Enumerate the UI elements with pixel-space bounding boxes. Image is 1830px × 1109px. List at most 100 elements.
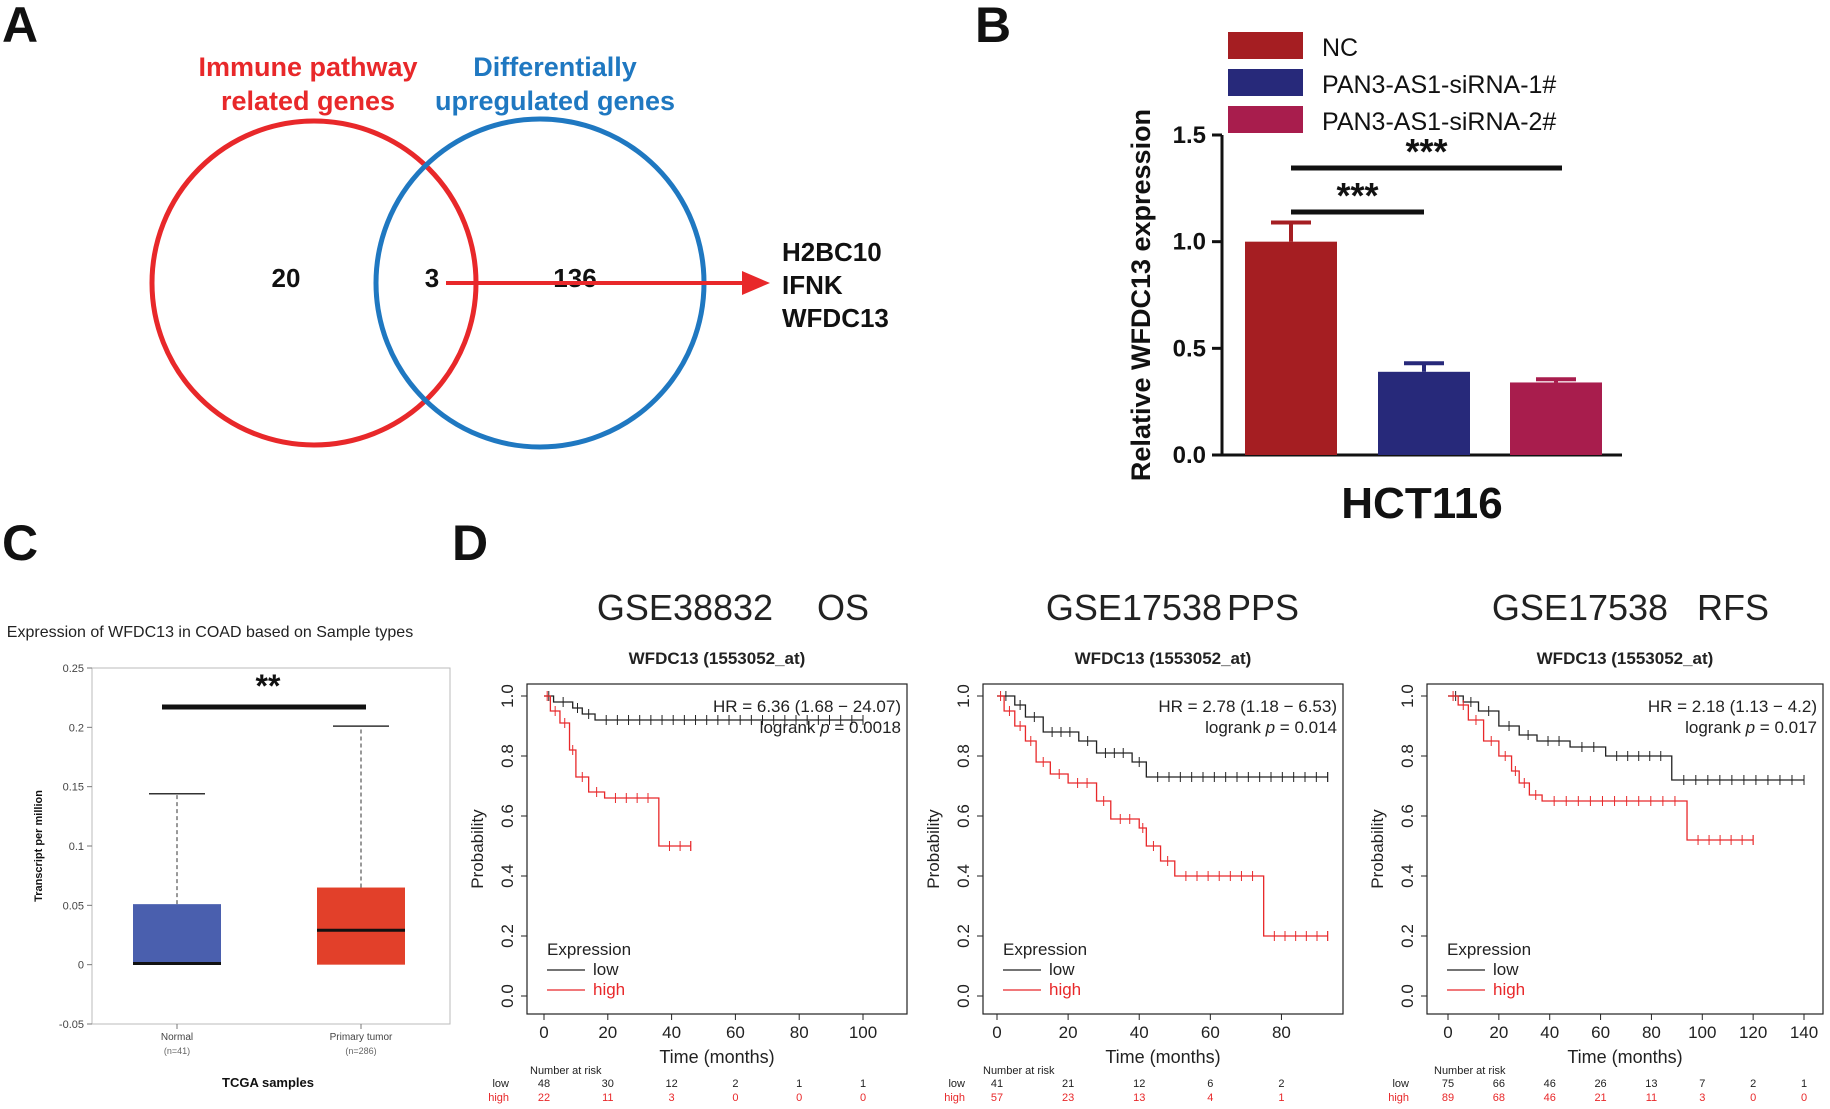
significance-label: *** [1336,175,1378,216]
y-tick-label: 0.0 [1173,442,1206,469]
risk-count-low: 1 [1801,1078,1807,1090]
km-dataset-heading: GSE17538 [1492,587,1668,628]
venn-left-only-count: 20 [272,263,301,293]
y-tick-label: 0.0 [1398,984,1417,1008]
gene-label-3: WFDC13 [782,303,889,333]
y-tick-label: 0.6 [1398,804,1417,828]
risk-count-low: 21 [1062,1078,1074,1090]
bar-nc [1245,241,1337,455]
risk-row-label-high: high [1388,1092,1409,1104]
gene-label-1: H2BC10 [782,237,882,267]
x-tick-label: 0 [539,1023,548,1042]
panel-label-c: C [2,515,38,571]
x-axis-label: Time (months) [1567,1047,1682,1067]
venn-right-title-line1: Differentially [473,52,637,82]
group-n-label: (n=286) [345,1046,376,1056]
x-tick-label: 20 [1489,1023,1508,1042]
x-tick-label: 100 [1688,1023,1716,1042]
x-tick-label: 80 [1272,1023,1291,1042]
x-tick-label: Normal [161,1032,193,1043]
plot-frame [526,683,908,1015]
x-axis-label: Time (months) [1105,1047,1220,1067]
risk-row-label-low: low [1392,1078,1409,1090]
risk-count-high: 23 [1062,1092,1074,1104]
x-tick-label: 60 [1591,1023,1610,1042]
y-tick-label: 1.5 [1173,122,1206,149]
risk-count-low: 13 [1645,1078,1657,1090]
risk-count-high: 0 [1801,1092,1807,1104]
venn-left-title-line2: related genes [221,86,395,116]
y-tick-label: 0.0 [498,984,517,1008]
venn-overlap-count: 3 [425,263,439,293]
y-tick-label: 0.1 [69,841,84,853]
significance-label: *** [1405,131,1447,172]
significance-label: ** [256,668,281,704]
legend-label-pan3-as1-sirna-1: PAN3-AS1-siRNA-1# [1322,71,1556,99]
risk-row-label-low: low [948,1078,965,1090]
venn-arrow [446,271,770,295]
hazard-ratio-text: HR = 2.18 (1.13 − 4.2) [1648,697,1817,716]
x-tick-label: 40 [1130,1023,1149,1042]
risk-count-high: 4 [1207,1092,1213,1104]
hazard-ratio-text: HR = 6.36 (1.68 − 24.07) [713,697,901,716]
y-tick-label: 0.2 [1398,924,1417,948]
y-tick-label: 0.5 [1173,335,1206,362]
y-tick-label: 0.2 [954,924,973,948]
logrank-text: logrank p = 0.014 [1205,718,1337,737]
x-tick-label: 140 [1790,1023,1818,1042]
venn-left-title-line1: Immune pathway [198,52,417,82]
risk-count-low: 46 [1544,1078,1556,1090]
km-dataset-heading: GSE17538 [1046,587,1222,628]
y-tick-label: 0.8 [1398,744,1417,768]
y-tick-label: -0.05 [59,1019,84,1031]
y-tick-label: 0.15 [63,782,84,794]
risk-count-low: 66 [1493,1078,1505,1090]
y-tick-label: 0.8 [498,744,517,768]
km-legend-label-high: high [1049,980,1081,999]
km-probe-title: WFDC13 (1553052_at) [629,649,806,668]
y-axis-label: Transcript per million [33,790,45,902]
y-tick-label: 0.4 [498,864,517,888]
risk-count-high: 11 [1646,1092,1657,1104]
y-tick-label: 0.0 [954,984,973,1008]
km-legend-label-low: low [593,960,619,979]
venn-right-title-line2: upregulated genes [435,86,675,116]
y-tick-label: 0.6 [954,804,973,828]
km-legend-title: Expression [1003,940,1087,959]
km-plot-gse17538-pps: GSE17538 PPS WFDC13 (1553052_at) 0.0 0.2 0.4 0… [924,587,1344,1104]
x-tick-label: 40 [662,1023,681,1042]
y-tick-label: 1.0 [498,684,517,708]
y-tick-label: 1.0 [954,684,973,708]
km-probe-title: WFDC13 (1553052_at) [1075,649,1252,668]
plot-frame [982,683,1344,1015]
risk-count-low: 75 [1442,1078,1454,1090]
x-axis-label: HCT116 [1341,479,1502,528]
risk-count-high: 13 [1133,1092,1145,1104]
bar-chart-hct116: NC PAN3-AS1-siRNA-1# PAN3-AS1-siRNA-2# 0.0 0… [1126,32,1622,528]
group-n-label: (n=41) [164,1046,190,1056]
venn-right-only-count: 136 [553,263,596,293]
risk-count-low: 12 [665,1078,677,1090]
x-tick-label: 60 [1201,1023,1220,1042]
hazard-ratio-text: HR = 2.78 (1.18 − 6.53) [1158,697,1337,716]
risk-count-high: 0 [796,1092,802,1104]
panel-label-d: D [452,515,488,571]
y-tick-label: 0.6 [498,804,517,828]
risk-count-high: 3 [669,1092,675,1104]
risk-count-high: 0 [732,1092,738,1104]
panel-label-b: B [975,0,1011,53]
risk-count-high: 89 [1442,1092,1454,1104]
risk-count-low: 30 [602,1078,614,1090]
x-tick-label: 0 [1443,1023,1452,1042]
panel-label-a: A [2,0,38,53]
risk-table-title: Number at risk [530,1065,602,1077]
km-endpoint-heading: PPS [1227,587,1299,628]
x-axis-label: TCGA samples [222,1075,314,1090]
risk-count-high: 46 [1544,1092,1556,1104]
risk-count-high: 57 [991,1092,1003,1104]
x-tick-label: 20 [1059,1023,1078,1042]
km-dataset-heading: GSE38832 [597,587,773,628]
legend-swatch-pan3-as1-sirna-2 [1228,106,1303,133]
risk-table-title: Number at risk [983,1065,1055,1077]
y-tick-label: 0.4 [1398,864,1417,888]
